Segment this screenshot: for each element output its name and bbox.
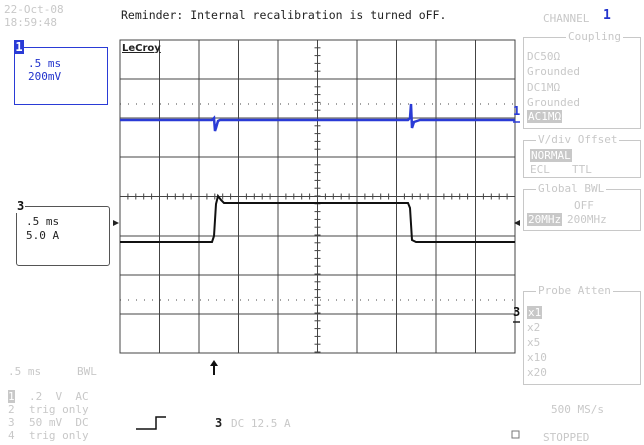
trigger-position-arrow bbox=[210, 360, 218, 375]
ch3-number: 3 bbox=[8, 416, 15, 429]
vdiv-mode-normal[interactable]: NORMAL bbox=[530, 149, 572, 162]
coupling-option-grounded-2[interactable]: Grounded bbox=[527, 96, 580, 109]
ch4-number: 4 bbox=[8, 429, 15, 442]
trace-3-marker: 3 bbox=[16, 199, 26, 213]
vdiv-title: V/div Offset bbox=[536, 133, 620, 146]
coupling-panel[interactable]: Coupling DC50Ω Grounded DC1MΩ Grounded A… bbox=[523, 30, 641, 129]
channel-number: 1 bbox=[603, 8, 611, 23]
trace-3-amps: 5.0 A bbox=[26, 229, 60, 242]
coupling-option-dc50[interactable]: DC50Ω bbox=[527, 50, 561, 63]
trace-1-timebase: .5 ms bbox=[28, 57, 62, 70]
trigger-slope-icon bbox=[136, 416, 166, 430]
trace-3-timebase: .5 ms bbox=[26, 215, 60, 228]
trace-3-descriptor[interactable]: .5 ms 5.0 A bbox=[16, 206, 110, 266]
global-bwl-panel[interactable]: Global BWL OFF 20MHz 200MHz bbox=[523, 182, 641, 231]
channel-1-trace bbox=[120, 103, 515, 132]
probe-option-x2[interactable]: x2 bbox=[527, 321, 541, 334]
probe-atten-panel[interactable]: Probe Atten x1 x2 x5 x10 x20 bbox=[523, 284, 641, 385]
ch2-settings: trig only bbox=[29, 403, 89, 416]
ch3-right-marker: 3 bbox=[513, 305, 521, 319]
channel-label: CHANNEL bbox=[543, 12, 590, 25]
vdiv-mode-ttl[interactable]: TTL bbox=[572, 163, 592, 176]
trigger-level-arrow bbox=[514, 220, 520, 226]
trace-1-marker: 1 bbox=[14, 40, 24, 54]
coupling-option-grounded-1[interactable]: Grounded bbox=[527, 65, 580, 78]
bwl-200mhz[interactable]: 200MHz bbox=[567, 213, 607, 226]
brand-logo: LeCroy bbox=[122, 43, 161, 54]
ch2-number: 2 bbox=[8, 403, 15, 416]
trace-1-descriptor[interactable]: .5 ms 200mV bbox=[14, 47, 108, 105]
sample-rate: 500 MS/s bbox=[551, 403, 604, 416]
probe-title: Probe Atten bbox=[536, 284, 613, 297]
trigger-channel: 3 bbox=[215, 416, 223, 430]
bwl-20mhz[interactable]: 20MHz bbox=[527, 213, 563, 226]
trace-1-volts: 200mV bbox=[28, 70, 62, 83]
probe-option-x5[interactable]: x5 bbox=[527, 336, 541, 349]
ch1-right-marker: 1 bbox=[513, 104, 521, 118]
coupling-option-ac1m[interactable]: AC1MΩ bbox=[527, 110, 563, 123]
ch4-settings: trig only bbox=[29, 429, 89, 442]
bottom-bwl: BWL bbox=[77, 365, 97, 378]
coupling-option-dc1m[interactable]: DC1MΩ bbox=[527, 81, 561, 94]
bottom-timebase: .5 ms bbox=[8, 365, 42, 378]
probe-option-x1[interactable]: x1 bbox=[527, 306, 543, 319]
ch1-number: 1 bbox=[8, 390, 15, 403]
channel-3-trace bbox=[120, 193, 515, 243]
date-readout: 22-Oct-08 bbox=[4, 3, 64, 16]
acquisition-status: STOPPED bbox=[543, 431, 590, 444]
trigger-settings: DC 12.5 A bbox=[231, 417, 291, 430]
probe-option-x20[interactable]: x20 bbox=[527, 366, 547, 379]
bwl-off[interactable]: OFF bbox=[574, 199, 594, 212]
reminder-message: Reminder: Internal recalibration is turn… bbox=[121, 8, 447, 22]
probe-option-x10[interactable]: x10 bbox=[527, 351, 547, 364]
bwl-title: Global BWL bbox=[536, 182, 607, 195]
coupling-title: Coupling bbox=[566, 30, 623, 43]
time-readout: 18:59:48 bbox=[4, 16, 57, 29]
vdiv-mode-ecl[interactable]: ECL bbox=[530, 163, 550, 176]
ch1-settings: .2 V AC bbox=[29, 390, 89, 403]
ch3-settings: 50 mV DC bbox=[29, 416, 89, 429]
ch3-level-arrow bbox=[113, 220, 119, 226]
status-box-icon bbox=[511, 430, 520, 439]
vdiv-offset-panel[interactable]: V/div Offset NORMAL ECL TTL bbox=[523, 133, 641, 178]
